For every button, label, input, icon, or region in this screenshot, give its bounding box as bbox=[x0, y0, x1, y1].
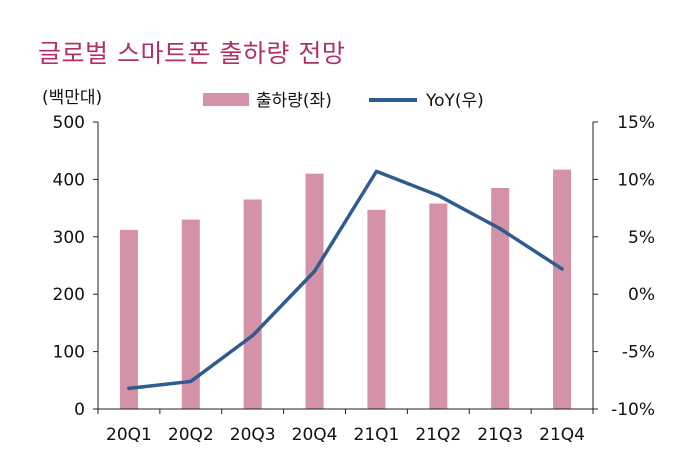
yoy-line bbox=[127, 169, 564, 391]
right-tick-label: 15% bbox=[617, 113, 655, 133]
right-tick-label: -5% bbox=[622, 343, 655, 363]
bar-21q2 bbox=[429, 203, 448, 409]
bar-21q4 bbox=[553, 169, 572, 409]
left-tick-label: 300 bbox=[53, 228, 85, 248]
left-tick-label: 400 bbox=[53, 170, 85, 190]
left-tick-label: 100 bbox=[53, 343, 85, 363]
left-tick-label: 500 bbox=[53, 113, 85, 133]
bar-20q1 bbox=[119, 229, 138, 409]
x-tick-label: 21Q3 bbox=[477, 425, 523, 445]
x-tick-label: 20Q2 bbox=[168, 425, 214, 445]
legend-label-bar: 출하량(좌) bbox=[256, 91, 332, 111]
yoy-point-21q4 bbox=[560, 267, 564, 271]
x-tick-label: 21Q2 bbox=[415, 425, 461, 445]
left-tick-label: 0 bbox=[74, 400, 85, 420]
yoy-point-20q3 bbox=[251, 333, 255, 338]
right-tick-label: 0% bbox=[628, 285, 655, 305]
x-tick-label: 20Q3 bbox=[230, 425, 276, 445]
bar-20q3 bbox=[243, 199, 262, 409]
yoy-point-21q1 bbox=[374, 169, 379, 173]
x-tick-label: 21Q1 bbox=[354, 425, 400, 445]
chart-title: 글로벌 스마트폰 출하량 전망 bbox=[38, 39, 346, 68]
left-tick-label: 200 bbox=[53, 285, 85, 305]
bar-20q4 bbox=[305, 173, 324, 409]
bar-20q2 bbox=[181, 219, 200, 409]
x-tick-label: 21Q4 bbox=[539, 425, 585, 445]
left-axis-unit-label: (백만대) bbox=[42, 88, 102, 108]
legend-label-line: YoY(우) bbox=[425, 91, 484, 111]
bar-21q3 bbox=[491, 188, 510, 409]
x-tick-label: 20Q4 bbox=[292, 425, 338, 445]
legend-swatch-bar bbox=[203, 93, 249, 106]
yoy-point-21q2 bbox=[436, 193, 440, 198]
yoy-point-20q4 bbox=[312, 269, 317, 273]
bar-21q1 bbox=[367, 209, 386, 409]
right-tick-label: 5% bbox=[628, 228, 655, 248]
yoy-point-20q1 bbox=[127, 386, 131, 390]
right-tick-label: -10% bbox=[611, 400, 655, 420]
x-tick-label: 20Q1 bbox=[106, 425, 152, 445]
right-tick-label: 10% bbox=[617, 170, 655, 190]
yoy-point-20q2 bbox=[189, 379, 193, 384]
yoy-point-21q3 bbox=[498, 227, 502, 231]
